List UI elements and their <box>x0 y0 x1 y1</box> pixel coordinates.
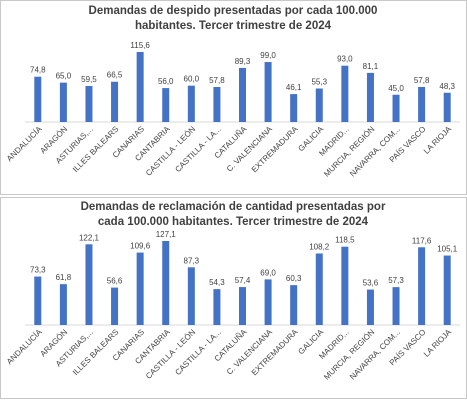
value-label: 74,8 <box>30 66 46 75</box>
bar <box>34 76 42 122</box>
bar <box>366 289 374 325</box>
value-label: 45,0 <box>388 84 404 93</box>
value-label: 57,4 <box>235 276 251 285</box>
bar <box>136 252 144 325</box>
panel <box>0 197 467 399</box>
value-label: 122,1 <box>79 233 100 242</box>
value-label: 108,2 <box>309 242 330 251</box>
chart-title: habitantes. Tercer trimestre de 2024 <box>135 20 332 32</box>
value-label: 57,3 <box>388 276 404 285</box>
bar <box>213 87 221 122</box>
value-label: 93,0 <box>337 55 353 64</box>
value-label: 55,3 <box>311 78 327 87</box>
chart-title: cada 100.000 habitantes. Tercer trimestr… <box>98 216 369 228</box>
value-label: 56,6 <box>107 277 123 286</box>
value-label: 59,5 <box>81 75 97 84</box>
bar <box>290 285 298 325</box>
bar <box>341 65 349 122</box>
value-label: 54,3 <box>209 278 225 287</box>
bar <box>111 287 119 325</box>
chart-title: Demandas de reclamación de cantidad pres… <box>81 201 386 213</box>
bar <box>187 267 195 325</box>
value-label: 57,8 <box>209 76 225 85</box>
bar <box>34 276 42 325</box>
value-label: 117,6 <box>412 236 432 245</box>
bar <box>392 287 400 325</box>
value-label: 57,8 <box>414 76 430 85</box>
bar <box>59 82 67 122</box>
bar <box>239 67 246 122</box>
value-label: 60,0 <box>184 75 200 84</box>
bar <box>85 244 93 325</box>
chart-title: Demandas de despido presentadas por cada… <box>89 5 378 17</box>
value-label: 69,0 <box>260 268 276 277</box>
bar <box>239 287 246 325</box>
bar <box>59 284 67 325</box>
value-label: 118,5 <box>335 236 355 245</box>
value-label: 87,3 <box>184 256 200 265</box>
bar <box>136 52 144 122</box>
bar <box>418 247 426 325</box>
panel <box>0 0 467 195</box>
bar <box>85 85 93 122</box>
bar <box>443 92 451 122</box>
value-label: 115,6 <box>130 41 150 50</box>
bar <box>187 85 195 122</box>
value-label: 65,0 <box>56 72 72 81</box>
bar <box>341 246 349 325</box>
value-label: 60,3 <box>286 274 302 283</box>
bar <box>443 255 451 325</box>
bar <box>162 88 170 122</box>
value-label: 89,3 <box>235 57 251 66</box>
bar <box>264 279 272 325</box>
value-label: 56,0 <box>158 77 174 86</box>
value-label: 61,8 <box>56 273 72 282</box>
value-label: 109,6 <box>130 242 151 251</box>
value-label: 99,0 <box>260 51 276 60</box>
bar <box>290 94 298 122</box>
value-label: 105,1 <box>437 245 458 254</box>
bar <box>162 241 170 325</box>
value-label: 81,1 <box>363 62 379 71</box>
value-label: 46,1 <box>286 83 302 92</box>
value-label: 66,5 <box>107 71 123 80</box>
bar <box>418 87 426 122</box>
bar <box>392 94 400 122</box>
bar <box>315 88 323 122</box>
value-label: 53,6 <box>363 279 379 288</box>
value-label: 48,3 <box>439 82 455 91</box>
value-label: 73,3 <box>30 266 46 275</box>
bar <box>366 72 374 122</box>
value-label: 127,1 <box>156 230 177 239</box>
bar <box>315 253 323 325</box>
bar <box>111 81 119 122</box>
bar <box>264 62 272 122</box>
bar <box>213 289 221 325</box>
